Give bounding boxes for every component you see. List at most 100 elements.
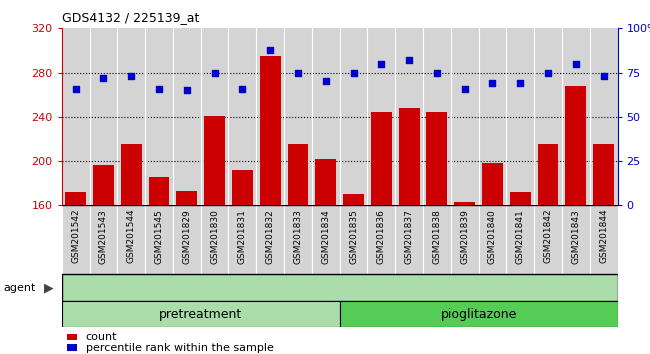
Text: GSM201840: GSM201840 (488, 209, 497, 263)
Point (376, 61, 387, 67)
Bar (395, 28, 423, 205)
Bar (371, 113, 392, 354)
Text: GSM201542: GSM201542 (71, 209, 80, 263)
Bar (426, 113, 447, 354)
Text: percentile rank within the sample: percentile rank within the sample (86, 343, 274, 353)
Bar (232, 170, 253, 354)
Bar (256, 205, 284, 274)
Text: GSM201830: GSM201830 (210, 209, 219, 264)
Bar (176, 191, 197, 354)
Text: GSM201544: GSM201544 (127, 209, 136, 263)
Bar (201, 28, 229, 205)
Point (237, 86, 248, 91)
Bar (423, 28, 451, 205)
Point (70, 86, 81, 91)
Bar (312, 205, 340, 274)
Text: pioglitazone: pioglitazone (441, 308, 517, 321)
Bar (451, 28, 478, 205)
Bar (343, 194, 364, 354)
Bar (312, 28, 340, 205)
Bar (506, 205, 534, 274)
Bar (229, 205, 256, 274)
Bar (284, 28, 312, 205)
Point (488, 80, 498, 86)
Point (432, 70, 442, 75)
Text: agent: agent (3, 282, 36, 293)
Text: GSM201832: GSM201832 (266, 209, 275, 263)
Bar (62, 28, 90, 205)
Bar (149, 177, 170, 354)
Text: GSM201834: GSM201834 (321, 209, 330, 263)
Point (348, 70, 359, 75)
Point (320, 79, 331, 84)
Bar (562, 28, 590, 205)
Bar (62, 205, 90, 274)
Text: GSM201841: GSM201841 (515, 209, 525, 263)
Bar (538, 144, 558, 354)
Bar (398, 108, 419, 354)
Bar (93, 165, 114, 354)
Bar (510, 192, 530, 354)
Bar (62, 301, 339, 327)
Text: GSM201839: GSM201839 (460, 209, 469, 264)
Point (265, 47, 276, 52)
Bar (121, 144, 142, 354)
Bar (339, 301, 618, 327)
Bar (229, 28, 256, 205)
Text: ▶: ▶ (44, 281, 54, 294)
Bar (534, 205, 562, 274)
Bar (590, 28, 618, 205)
Text: GSM201843: GSM201843 (571, 209, 580, 263)
Point (181, 87, 192, 93)
Point (543, 70, 553, 75)
Bar (65, 192, 86, 354)
Text: pretreatment: pretreatment (159, 308, 242, 321)
Bar (451, 205, 478, 274)
Bar (478, 205, 506, 274)
Point (98, 75, 109, 81)
Bar (562, 205, 590, 274)
Text: GSM201829: GSM201829 (182, 209, 191, 263)
Bar (367, 28, 395, 205)
Text: GDS4132 / 225139_at: GDS4132 / 225139_at (62, 11, 199, 24)
Bar (287, 144, 308, 354)
Point (126, 73, 136, 79)
Bar (68, 344, 77, 350)
Bar (201, 205, 229, 274)
Text: GSM201833: GSM201833 (293, 209, 302, 264)
Bar (173, 205, 201, 274)
Text: GSM201835: GSM201835 (349, 209, 358, 264)
Bar (339, 205, 367, 274)
Point (599, 73, 609, 79)
Bar (284, 205, 312, 274)
Text: GSM201838: GSM201838 (432, 209, 441, 264)
Bar (90, 205, 117, 274)
Bar (590, 205, 618, 274)
Bar (204, 116, 225, 354)
Bar (339, 28, 367, 205)
Point (154, 86, 164, 91)
Bar (367, 205, 395, 274)
Bar (478, 28, 506, 205)
Bar (145, 28, 173, 205)
Bar (593, 144, 614, 354)
Point (460, 86, 470, 91)
Bar (117, 28, 145, 205)
Bar (173, 28, 201, 205)
Text: GSM201831: GSM201831 (238, 209, 247, 264)
Point (209, 70, 220, 75)
Text: GSM201545: GSM201545 (155, 209, 164, 263)
Text: GSM201842: GSM201842 (543, 209, 552, 263)
Bar (566, 86, 586, 354)
Point (292, 70, 303, 75)
Bar (482, 163, 503, 354)
Text: GSM201844: GSM201844 (599, 209, 608, 263)
Text: GSM201543: GSM201543 (99, 209, 108, 263)
Bar (68, 334, 77, 340)
Text: GSM201837: GSM201837 (404, 209, 413, 264)
Point (515, 80, 525, 86)
Point (571, 61, 581, 67)
Bar (117, 205, 145, 274)
Bar (260, 56, 281, 354)
Bar (256, 28, 284, 205)
